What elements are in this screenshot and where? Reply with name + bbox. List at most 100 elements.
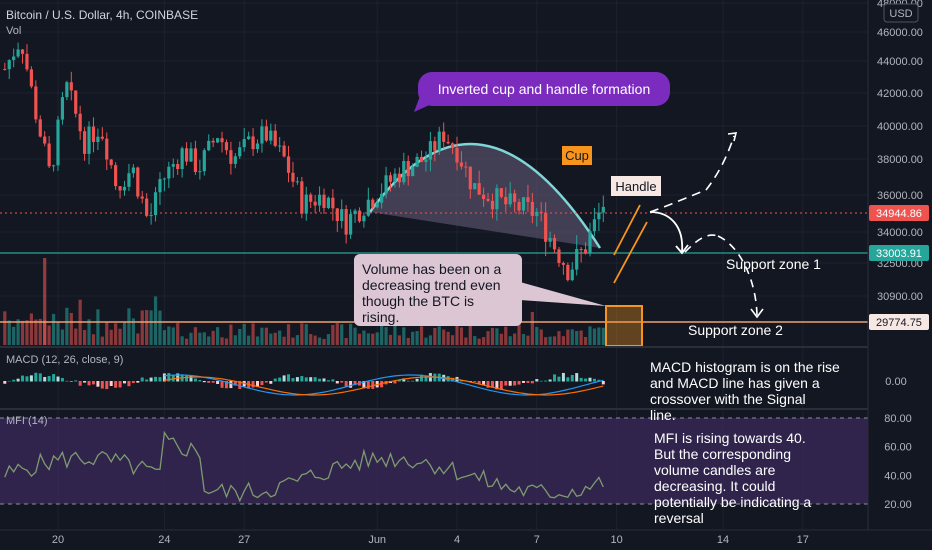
mfi-band	[0, 418, 868, 504]
macd-histogram-bar	[43, 377, 47, 382]
candle-body	[211, 140, 215, 143]
volume-bar	[411, 331, 415, 345]
volume-bar	[504, 326, 508, 345]
candle-body	[513, 193, 517, 203]
volume-bar	[455, 321, 459, 345]
macd-histogram-bar	[366, 381, 370, 389]
macd-histogram-bar	[287, 374, 291, 382]
candle-body	[233, 156, 237, 164]
macd-histogram-bar	[171, 374, 175, 382]
candle-body	[145, 198, 149, 216]
candle-body	[38, 119, 42, 137]
candle-body	[260, 126, 264, 144]
mfi-tick-label: 60.00	[884, 442, 912, 454]
volume-bar	[145, 310, 149, 345]
volume-bar	[233, 335, 237, 345]
volume-bar	[300, 323, 304, 345]
macd-histogram-bar	[145, 379, 149, 382]
macd-histogram-bar	[539, 380, 543, 382]
macd-histogram-bar	[517, 381, 521, 385]
price-tick-label: 36000.00	[877, 190, 923, 202]
candle-body	[282, 145, 286, 157]
candle-body	[167, 166, 171, 179]
candle-body	[349, 214, 353, 235]
macd-histogram-bar	[526, 381, 530, 383]
macd-note-text: MACD histogram is on the rise and MACD li…	[650, 359, 840, 423]
candle-body	[74, 90, 78, 114]
volume-bar	[508, 336, 512, 345]
candle-body	[34, 86, 38, 120]
mfi-title: MFI (14)	[6, 415, 48, 427]
macd-histogram-bar	[561, 372, 565, 382]
candle-body	[597, 212, 601, 220]
currency-label: USD	[889, 8, 912, 20]
volume-bar	[477, 338, 481, 345]
volume-bar	[238, 328, 242, 345]
candle-body	[180, 148, 184, 170]
candle-body	[136, 167, 140, 197]
candle-body	[477, 183, 481, 195]
candle-body	[570, 269, 574, 281]
candle-body	[91, 126, 96, 142]
volume-bar	[583, 337, 588, 345]
drop-arrow	[649, 211, 683, 253]
macd-histogram-bar	[149, 377, 153, 382]
macd-histogram-bar	[269, 381, 273, 384]
time-tick-label: Jun	[368, 534, 386, 546]
candle-body	[273, 130, 277, 146]
volume-bar	[464, 337, 468, 345]
candle-body	[7, 60, 11, 70]
macd-histogram-bar	[216, 381, 220, 385]
volume-bar	[490, 327, 495, 345]
macd-histogram-bar	[584, 378, 588, 382]
volume-label: Vol	[6, 25, 21, 37]
macd-histogram-bar	[136, 381, 140, 383]
volume-bar	[344, 337, 348, 345]
volume-bar	[176, 323, 180, 345]
chart-title: Bitcoin / U.S. Dollar, 4h, COINBASE	[6, 8, 198, 22]
candle-body	[69, 82, 73, 91]
candle-body	[557, 249, 561, 263]
macd-histogram-bar	[371, 381, 375, 389]
macd-histogram-bar	[490, 381, 494, 388]
candle-body	[207, 140, 211, 151]
currency-box[interactable]	[883, 3, 919, 23]
price-axis-panel[interactable]	[868, 0, 932, 550]
macd-histogram-bar	[12, 379, 16, 382]
candle-body	[65, 82, 69, 98]
volume-bar	[384, 327, 388, 345]
macd-histogram-bar	[202, 381, 206, 383]
macd-histogram-bar	[575, 373, 579, 382]
candle-body	[20, 49, 25, 54]
retest-line	[684, 234, 719, 253]
candle-body	[499, 188, 503, 197]
volume-bar	[566, 329, 570, 345]
candle-body	[335, 208, 339, 221]
volume-bar	[140, 310, 144, 345]
volume-bar	[393, 325, 397, 345]
candle-body	[579, 249, 583, 251]
macd-histogram-bar	[579, 377, 583, 382]
macd-histogram-bar	[220, 381, 224, 388]
volume-bar	[171, 327, 175, 345]
candle-body	[158, 179, 162, 193]
volume-bar	[406, 337, 410, 345]
cup-tag	[562, 146, 592, 165]
time-tick-label: 17	[797, 534, 809, 546]
candle-body	[468, 166, 472, 190]
candle-body	[490, 200, 495, 210]
candle-body	[162, 178, 166, 180]
candle-body	[486, 198, 490, 201]
volume-bar	[402, 327, 406, 345]
volume-bar	[561, 336, 565, 345]
price-tick-label: 40000.00	[877, 121, 923, 133]
volume-bar	[273, 332, 277, 345]
volume-bar	[43, 258, 47, 345]
candle-body	[566, 264, 570, 281]
macd-histogram-bar	[260, 381, 264, 386]
macd-histogram-bar	[291, 378, 295, 382]
macd-histogram-bar	[229, 381, 233, 389]
macd-histogram-bar	[557, 376, 561, 382]
candle-body	[176, 164, 180, 170]
